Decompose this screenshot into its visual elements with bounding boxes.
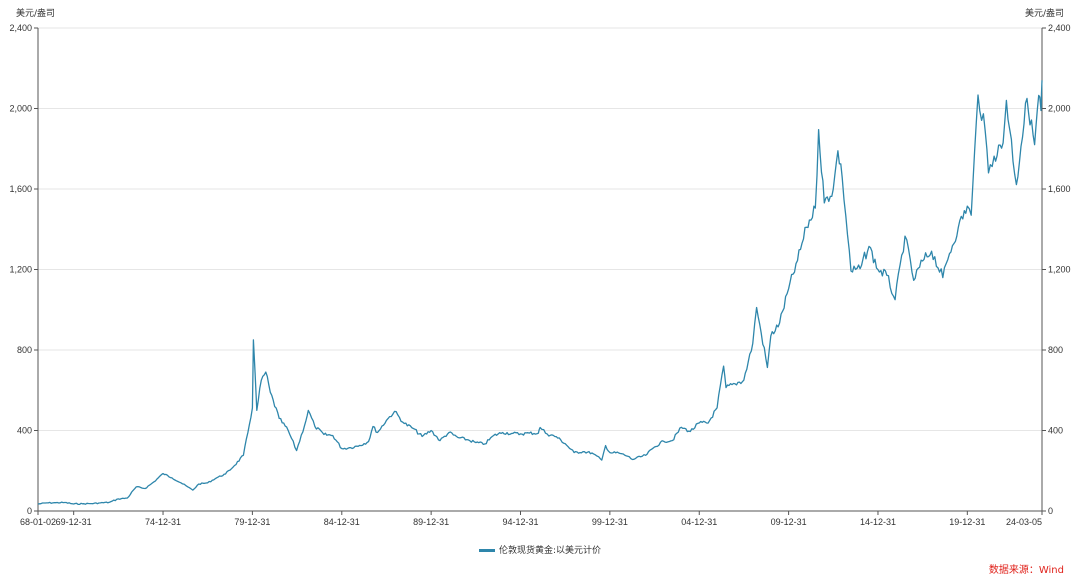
x-tick-label: 04-12-31 xyxy=(681,517,717,527)
y-tick-label-right: 400 xyxy=(1048,426,1063,436)
y-tick-label-right: 0 xyxy=(1048,506,1053,516)
y-tick-label-left: 0 xyxy=(27,506,32,516)
y-tick-label-right: 1,600 xyxy=(1048,184,1071,194)
grid-lines xyxy=(38,27,1042,431)
plot-area xyxy=(37,80,1043,506)
x-tick-label: 84-12-31 xyxy=(324,517,360,527)
x-tick-label: 69-12-31 xyxy=(56,517,92,527)
x-tick-label: 99-12-31 xyxy=(592,517,628,527)
y-tick-label-right: 2,400 xyxy=(1048,23,1071,33)
series-line-gold-price xyxy=(37,80,1043,506)
y-tick-label-right: 800 xyxy=(1048,345,1063,355)
x-tick-label: 89-12-31 xyxy=(413,517,449,527)
y-tick-label-left: 400 xyxy=(17,426,32,436)
x-tick-label: 68-01-02 xyxy=(20,517,56,527)
axes xyxy=(34,27,1046,515)
gold-price-chart: 美元/盎司 美元/盎司 0 0 400 400 800 800 1,200 1,200 1,60… xyxy=(9,7,1070,527)
x-tick-label: 74-12-31 xyxy=(145,517,181,527)
x-tick-label: 94-12-31 xyxy=(502,517,538,527)
y-tick-label-left: 1,600 xyxy=(9,184,32,194)
source-note: 数据来源：Wind xyxy=(988,565,1064,576)
legend: 伦敦现货黄金:以美元计价 xyxy=(0,543,1080,556)
y-tick-label-left: 2,000 xyxy=(9,104,32,114)
y-axis-unit-left: 美元/盎司 xyxy=(16,7,55,19)
x-tick-label: 24-03-05 xyxy=(1006,517,1042,527)
y-tick-label-left: 800 xyxy=(17,345,32,355)
y-tick-label-right: 1,200 xyxy=(1048,265,1071,275)
x-tick-label: 09-12-31 xyxy=(771,517,807,527)
y-tick-label-left: 1,200 xyxy=(9,265,32,275)
y-tick-label-left: 2,400 xyxy=(9,23,32,33)
y-tick-label-right: 2,000 xyxy=(1048,104,1071,114)
legend-label: 伦敦现货黄金:以美元计价 xyxy=(498,546,602,556)
x-tick-label: 79-12-31 xyxy=(234,517,270,527)
x-tick-labels: 68-01-02 69-12-31 74-12-31 79-12-31 84-12-31… xyxy=(20,517,1042,527)
legend-swatch xyxy=(478,549,495,552)
x-tick-label: 19-12-31 xyxy=(949,517,985,527)
y-axis-unit-right: 美元/盎司 xyxy=(1025,7,1064,19)
y-tick-labels: 0 0 400 400 800 800 1,200 1,200 1,600 1,600 2,000 2… xyxy=(9,23,1070,516)
x-tick-label: 14-12-31 xyxy=(860,517,896,527)
